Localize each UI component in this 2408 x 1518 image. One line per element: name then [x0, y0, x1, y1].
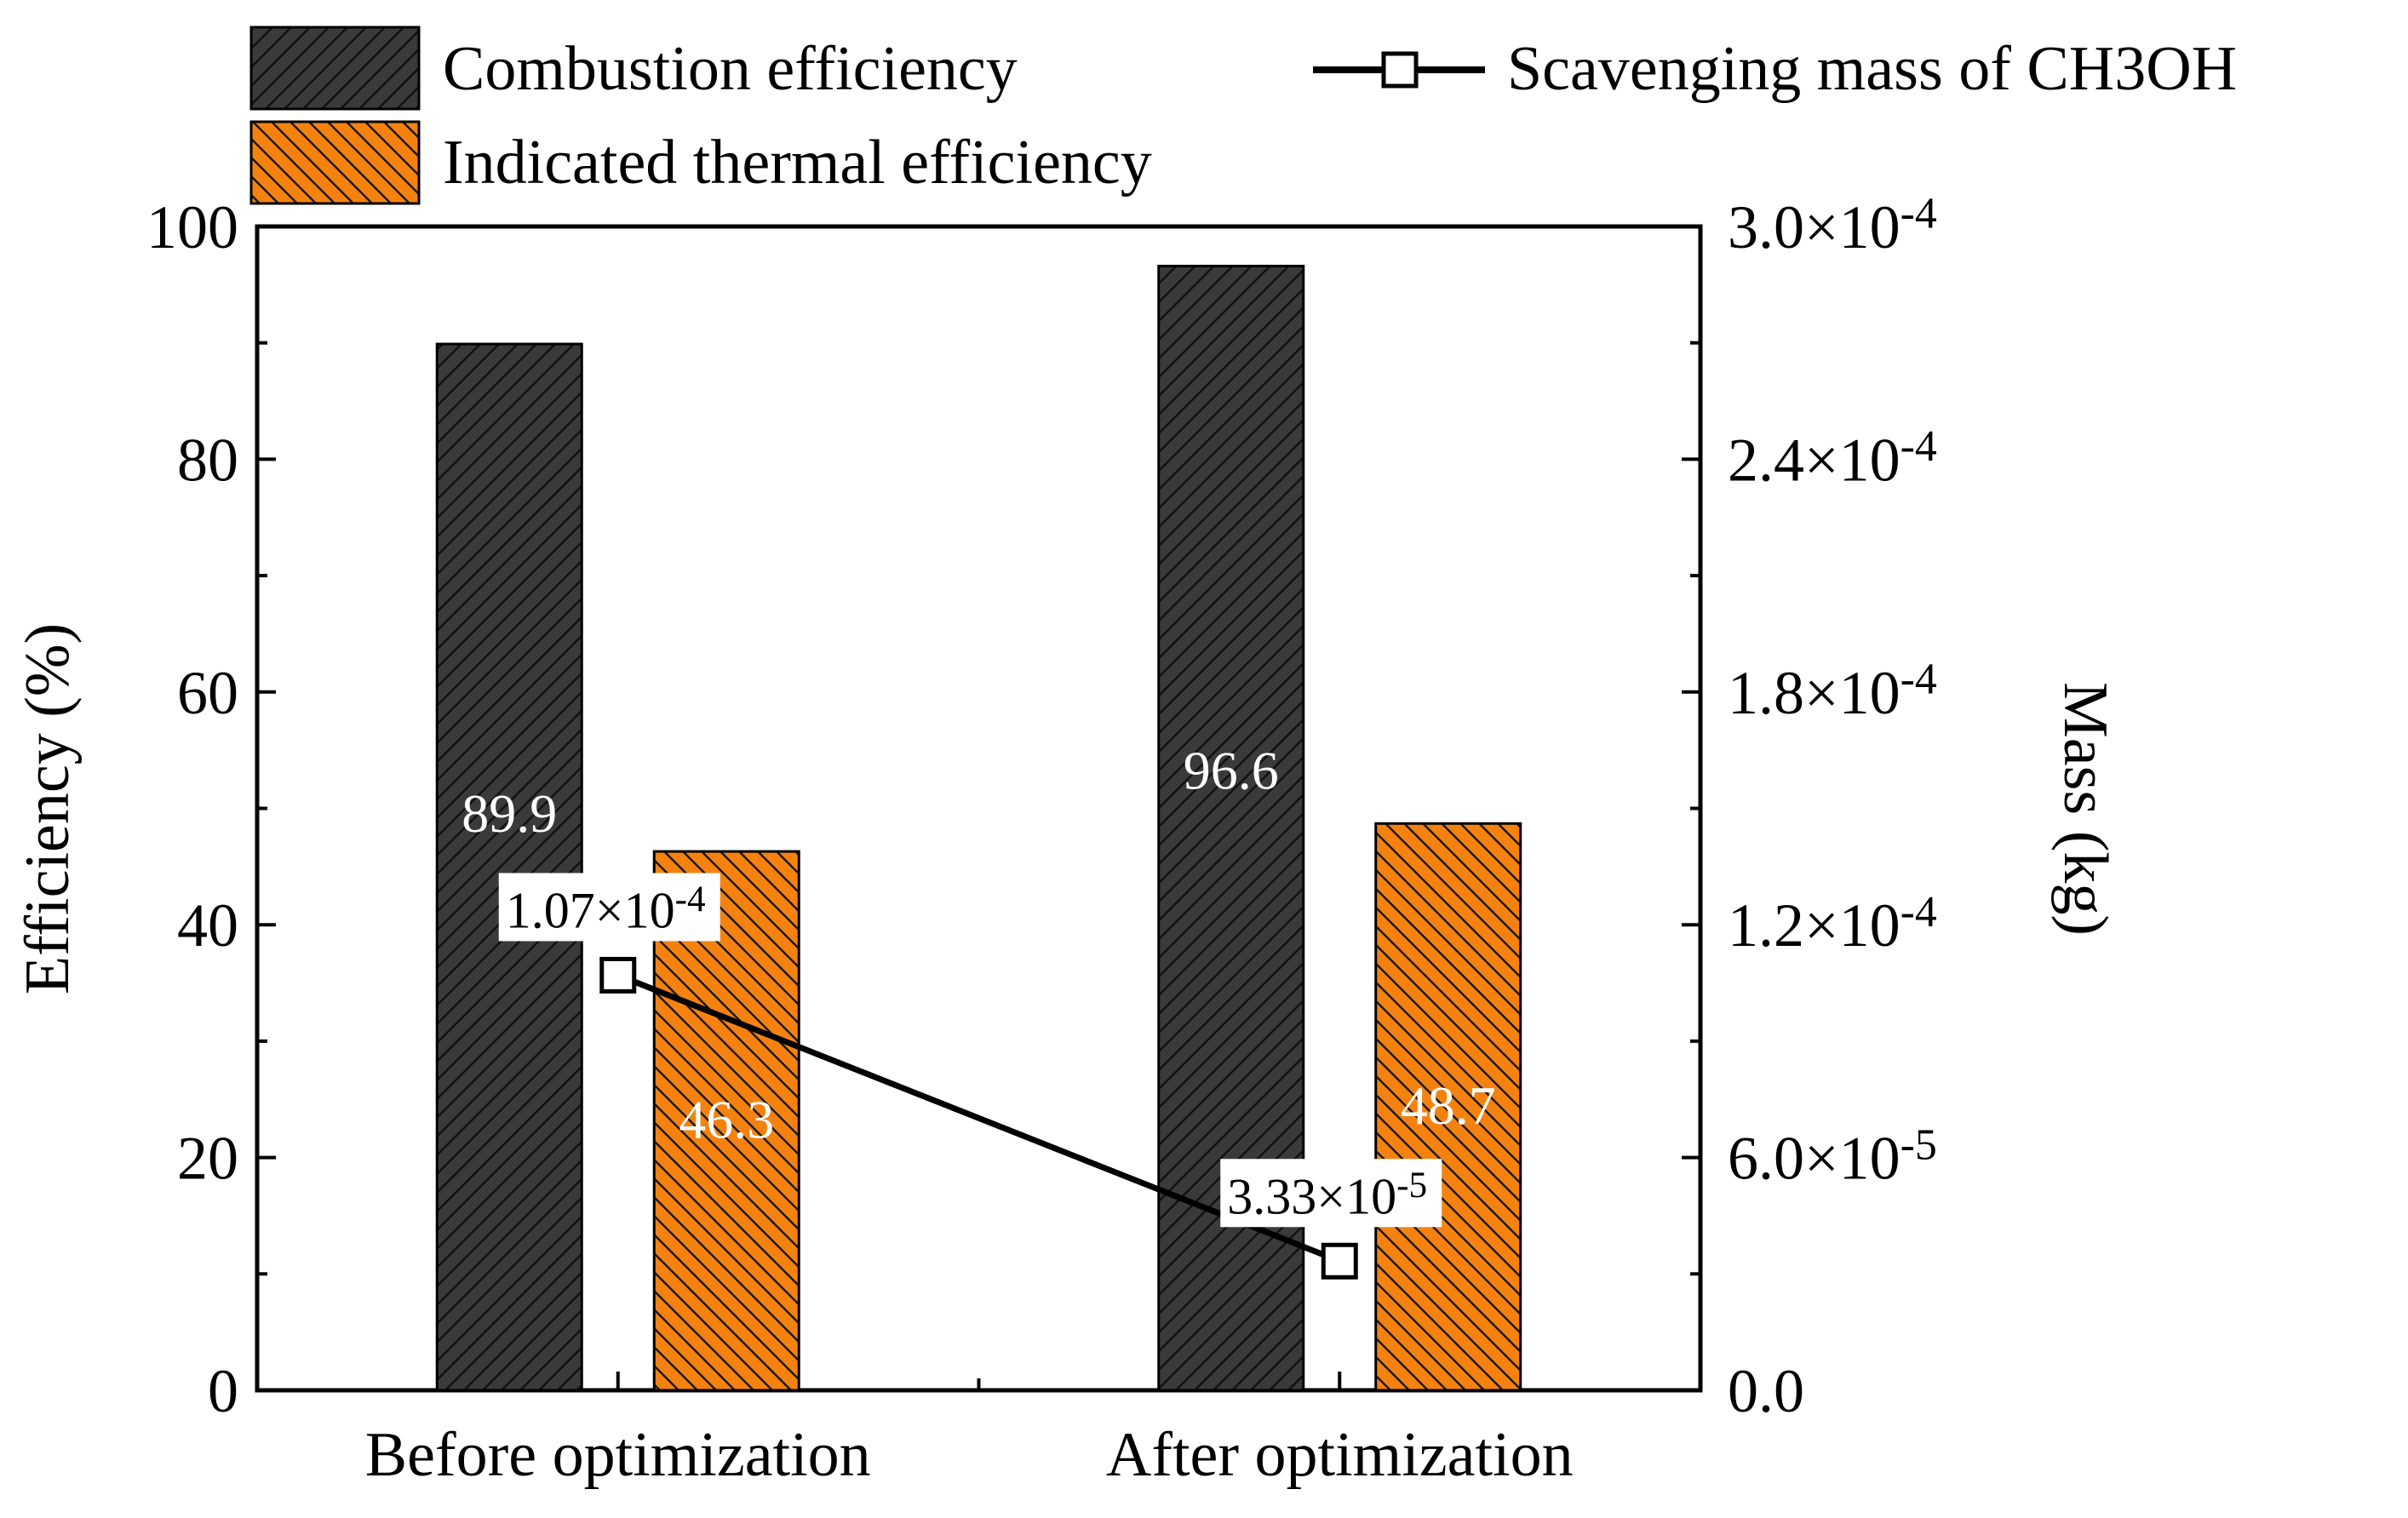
right-tick-label-1: 6.0×10-5	[1728, 1120, 1937, 1192]
legend-label-mass: Scavenging mass of CH3OH	[1507, 34, 2237, 104]
left-tick-label-1: 20	[177, 1125, 238, 1193]
bar-thermal-1	[1374, 822, 1522, 1392]
mass-line-group: 1.07×10-4 3.33×10-5	[498, 873, 1442, 1280]
mass-annotation-0: 1.07×10-4	[506, 879, 706, 938]
left-axis-title: Efficiency (%)	[13, 623, 83, 994]
mass-marker-1	[1321, 1242, 1358, 1280]
bar-combustion-0	[435, 342, 583, 1392]
legend-label-combustion: Combustion efficiency	[443, 34, 1018, 104]
left-tick-label-5: 100	[146, 193, 238, 261]
left-axis: 0 20 40 60 80 100	[146, 193, 276, 1425]
bar-label-combustion-0: 89.9	[462, 783, 557, 844]
legend-marker-mass	[1381, 51, 1419, 89]
mass-annotation-1: 3.33×10-5	[1227, 1166, 1427, 1224]
right-tick-label-3: 1.8×10-4	[1728, 655, 1937, 726]
right-tick-label-2: 1.2×10-4	[1728, 888, 1937, 959]
left-tick-label-3: 60	[177, 659, 238, 727]
x-axis: Before optimization After optimization	[365, 1372, 1574, 1490]
right-tick-label-5: 3.0×10-4	[1728, 190, 1937, 261]
legend-swatch-combustion	[249, 26, 421, 111]
bar-label-thermal-0: 46.3	[679, 1090, 774, 1150]
bar-label-combustion-1: 96.6	[1184, 741, 1279, 801]
mass-marker-0	[599, 956, 637, 994]
bar-thermal-0	[652, 850, 800, 1392]
legend-label-thermal: Indicated thermal efficiency	[443, 128, 1152, 198]
x-category-label-1: After optimization	[1106, 1420, 1574, 1490]
bar-label-thermal-1: 48.7	[1401, 1075, 1496, 1136]
left-tick-label-0: 0	[208, 1357, 238, 1425]
right-axis-title: Mass (kg)	[2050, 682, 2120, 936]
left-tick-label-2: 40	[177, 891, 238, 959]
mass-annotation-box-1	[1220, 1159, 1442, 1228]
right-axis: 0.0 6.0×10-5 1.2×10-4 1.8×10-4 2.4×10-4 3.0×1…	[1682, 190, 1937, 1425]
legend-swatch-thermal	[249, 120, 421, 205]
mass-annotation-box-0	[498, 873, 720, 942]
right-tick-label-4: 2.4×10-4	[1728, 422, 1937, 494]
left-tick-label-4: 80	[177, 426, 238, 494]
mass-line	[616, 972, 1341, 1264]
legend: Combustion efficiency Indicated thermal …	[249, 26, 2237, 205]
right-tick-label-0: 0.0	[1728, 1357, 1804, 1425]
x-category-label-0: Before optimization	[365, 1420, 871, 1490]
